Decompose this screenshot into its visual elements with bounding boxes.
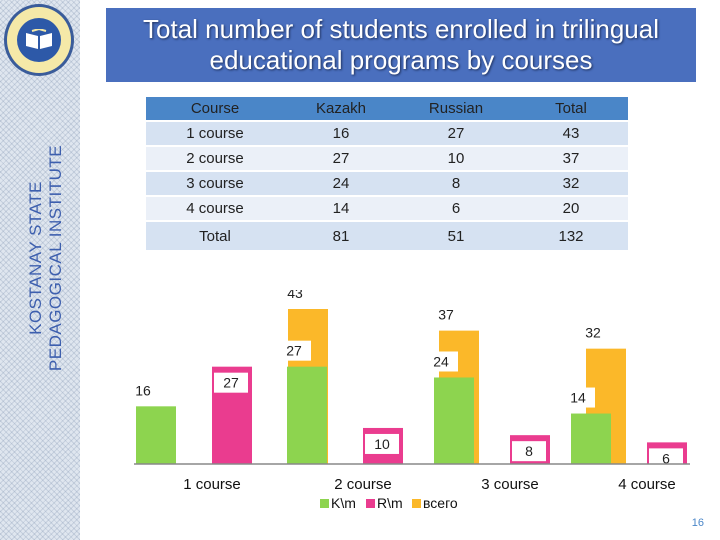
table-header-row: Course Kazakh Russian Total (146, 97, 628, 122)
slide-title: Total number of students enrolled in tri… (143, 14, 659, 75)
data-label-bg (713, 365, 720, 386)
data-label: 37 (438, 307, 454, 323)
data-label-bg (365, 433, 399, 454)
bar-1-2 (287, 366, 327, 464)
cell-kazakh: 16 (284, 121, 398, 147)
table-row: 2 course 27 10 37 (146, 146, 628, 172)
cell-kazakh: 27 (284, 146, 398, 172)
enrollment-bar-chart: 16 27 43 1 course 27 10 37 2 course 24 8 32 3 cours… (126, 290, 720, 511)
cell-russian: 8 (398, 171, 514, 197)
data-label-bg (424, 351, 458, 372)
enrollment-table: Course Kazakh Russian Total 1 course 16 … (146, 97, 628, 252)
data-label-bg (126, 380, 160, 401)
header-course: Course (146, 97, 284, 122)
legend-entry: K\m (331, 495, 356, 511)
total-kazakh: 81 (284, 221, 398, 252)
cell-total: 20 (514, 196, 628, 222)
cell-kazakh: 14 (284, 196, 398, 222)
cell-russian: 10 (398, 146, 514, 172)
legend-swatch (366, 499, 375, 508)
bar-1-1 (136, 406, 176, 464)
bar-1-3 (434, 377, 474, 464)
header-total: Total (514, 97, 628, 122)
cell-total: 37 (514, 146, 628, 172)
cell-kazakh: 24 (284, 171, 398, 197)
data-label-bg (512, 441, 546, 462)
side-decoration-strip: KOSTANAY STATE PEDAGOGICAL INSTITUTE (0, 0, 80, 540)
legend-entry: всего (423, 495, 458, 511)
total-russian: 51 (398, 221, 514, 252)
cell-course: 1 course (146, 121, 284, 147)
legend-entry: R\m (377, 495, 403, 511)
data-label: 6 (662, 450, 670, 466)
data-label-bg (576, 322, 610, 343)
bar-1-4 (571, 413, 611, 464)
table-row: 1 course 16 27 43 (146, 121, 628, 147)
legend-swatch (412, 499, 421, 508)
x-tick-label: 2 course (334, 476, 392, 493)
x-tick-label: 3 course (481, 476, 539, 493)
total-all: 132 (514, 221, 628, 252)
data-label: 27 (286, 343, 302, 359)
data-label: 14 (570, 390, 586, 406)
data-label-bg (278, 290, 312, 303)
data-label: 8 (525, 443, 533, 459)
cell-russian: 27 (398, 121, 514, 147)
data-label: 16 (135, 382, 151, 398)
legend-swatch (320, 499, 329, 508)
data-label: 27 (223, 375, 239, 391)
x-tick-label: 4 course (618, 476, 676, 493)
book-icon (17, 18, 61, 62)
header-russian: Russian (398, 97, 514, 122)
cell-total: 32 (514, 171, 628, 197)
cell-russian: 6 (398, 196, 514, 222)
page-number: 16 (691, 517, 704, 529)
header-kazakh: Kazakh (284, 97, 398, 122)
cell-total: 43 (514, 121, 628, 147)
data-label: 24 (433, 353, 449, 369)
cell-course: 4 course (146, 196, 284, 222)
data-label-bg (214, 372, 248, 393)
x-tick-label: 1 course (183, 476, 241, 493)
data-label-bg (561, 387, 595, 408)
cell-course: 3 course (146, 171, 284, 197)
table-row: 4 course 14 6 20 (146, 196, 628, 222)
table-total-row: Total 81 51 132 (146, 221, 628, 252)
table-row: 3 course 24 8 32 (146, 171, 628, 197)
data-label: 43 (287, 290, 303, 301)
data-label-bg (429, 304, 463, 325)
institute-logo (4, 4, 74, 76)
data-label-bg (277, 340, 311, 361)
total-label: Total (146, 221, 284, 252)
data-label: 10 (374, 436, 390, 452)
data-label: 32 (585, 325, 601, 341)
cell-course: 2 course (146, 146, 284, 172)
slide-title-bar: Total number of students enrolled in tri… (106, 8, 696, 82)
